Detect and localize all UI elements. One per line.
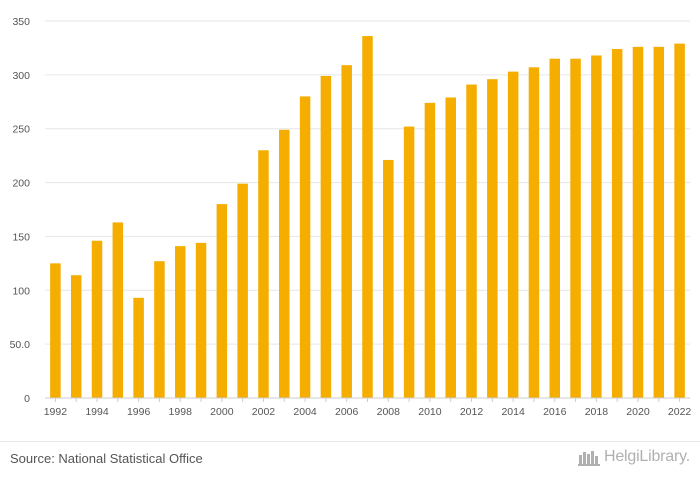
bar-1993[interactable] — [70, 275, 82, 398]
helgi-library-logo[interactable]: HelgiLibrary. — [577, 448, 690, 466]
y-tick-label: 250 — [12, 124, 30, 136]
bar-2007[interactable] — [362, 36, 373, 398]
source-note: Source: National Statistical Office — [10, 451, 203, 466]
bar-2022[interactable] — [674, 43, 685, 399]
y-axis-ticks: 0 50.0 100 150 200 250 300 350 — [10, 16, 31, 405]
x-tick-label: 1996 — [127, 406, 151, 418]
bar-2002[interactable] — [258, 150, 269, 398]
bar-2009[interactable] — [403, 126, 415, 398]
bar-2017[interactable] — [570, 58, 581, 398]
bar-2000[interactable] — [216, 204, 228, 398]
x-tick-label: 2012 — [460, 406, 484, 418]
x-tick-label: 1994 — [85, 406, 109, 418]
x-tick-label: 2006 — [335, 406, 359, 418]
bar-2020[interactable] — [632, 46, 644, 398]
bars — [50, 36, 685, 399]
bar-1997[interactable] — [154, 261, 165, 398]
helgi-library-logo-icon — [577, 451, 600, 466]
y-tick-label: 150 — [12, 231, 30, 243]
y-tick-label: 0 — [24, 393, 30, 405]
bar-2015[interactable] — [528, 67, 540, 398]
x-tick-label: 2018 — [585, 406, 609, 418]
y-tick-label: 300 — [12, 70, 30, 82]
bar-2013[interactable] — [487, 79, 498, 399]
bar-2014[interactable] — [507, 71, 519, 398]
bar-2006[interactable] — [341, 65, 352, 398]
bar-2005[interactable] — [320, 75, 332, 399]
x-tick-label: 1992 — [44, 406, 68, 418]
x-tick-label: 2004 — [293, 406, 317, 418]
x-tick-label: 2008 — [377, 406, 401, 418]
y-tick-label: 50.0 — [10, 339, 31, 351]
bar-1999[interactable] — [195, 242, 207, 398]
bar-2003[interactable] — [279, 129, 290, 399]
bar-2004[interactable] — [299, 96, 311, 399]
bar-2010[interactable] — [424, 102, 436, 399]
x-tick-label: 2000 — [210, 406, 234, 418]
bar-chart: 1992 1994 1996 1998 2000 2002 2004 2006 2008 2010… — [10, 16, 692, 418]
x-tick-label: 2020 — [626, 406, 650, 418]
bar-2019[interactable] — [611, 49, 623, 398]
footer-divider — [0, 441, 700, 442]
bar-2012[interactable] — [466, 84, 477, 399]
bar-2008[interactable] — [383, 159, 394, 398]
bar-1995[interactable] — [112, 222, 124, 398]
y-tick-label: 100 — [12, 285, 30, 297]
x-tick-label: 2014 — [501, 406, 525, 418]
x-tick-label: 2022 — [668, 406, 692, 418]
y-tick-label: 350 — [12, 16, 30, 28]
bar-2021[interactable] — [653, 46, 665, 398]
bar-2011[interactable] — [445, 97, 456, 398]
x-tick-label: 2016 — [543, 406, 567, 418]
y-tick-label: 200 — [12, 178, 30, 190]
bar-1994[interactable] — [91, 240, 103, 398]
x-tick-label: 1998 — [169, 406, 193, 418]
bar-1992[interactable] — [50, 263, 61, 398]
bar-1998[interactable] — [174, 246, 186, 398]
logo-text: HelgiLibrary. — [603, 448, 690, 465]
bar-2016[interactable] — [549, 58, 561, 398]
x-tick-label: 2002 — [252, 406, 276, 418]
bar-2018[interactable] — [591, 55, 602, 398]
x-tick-label: 2010 — [418, 406, 442, 418]
bar-1996[interactable] — [133, 297, 144, 398]
x-axis-ticks: 1992 1994 1996 1998 2000 2002 2004 2006 2008 2010… — [44, 398, 692, 418]
bar-2001[interactable] — [237, 183, 248, 398]
